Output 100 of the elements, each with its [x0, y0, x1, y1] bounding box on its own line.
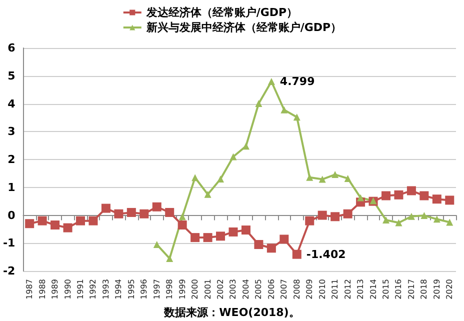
point — [357, 194, 364, 202]
point — [140, 209, 149, 218]
source-note: 数据来源：WEO(2018)。 — [163, 306, 300, 319]
y-tick-label: 6 — [8, 42, 16, 54]
point — [63, 223, 72, 232]
x-tick-label: 2008 — [292, 279, 302, 300]
point — [394, 190, 404, 200]
x-tick-label: 1993 — [101, 279, 110, 300]
x-tick-label: 1996 — [140, 279, 149, 300]
point — [178, 220, 187, 230]
x-tick-label: 2000 — [190, 279, 200, 300]
point — [254, 240, 264, 250]
point — [114, 209, 124, 218]
x-tick-label: 2007 — [280, 279, 289, 300]
point — [178, 213, 186, 220]
y-tick-label: 4 — [8, 97, 16, 110]
x-tick-label: 1992 — [88, 279, 98, 300]
point — [166, 254, 174, 262]
x-tick-label: 1999 — [178, 279, 187, 300]
point — [266, 244, 276, 253]
x-tick-label: 1994 — [114, 279, 124, 300]
x-tick-label: 1995 — [126, 279, 136, 300]
x-tick-label: 2009 — [305, 279, 314, 300]
point — [433, 216, 440, 223]
point — [228, 227, 238, 236]
point — [203, 233, 212, 242]
point — [190, 233, 200, 242]
point — [38, 216, 47, 226]
data-label: 4.799 — [280, 74, 315, 88]
point — [420, 191, 429, 200]
legend-label: 发达经济体（经常账户/GDP） — [145, 6, 298, 19]
point — [165, 208, 174, 217]
point — [192, 174, 199, 182]
point — [255, 100, 262, 107]
point — [330, 212, 340, 222]
y-tick-label: 1 — [8, 180, 16, 194]
point — [126, 208, 136, 217]
x-tick-label: 2003 — [228, 279, 238, 300]
x-tick-label: 2013 — [356, 279, 366, 300]
point — [344, 174, 352, 182]
y-tick-label: 2 — [8, 153, 16, 166]
x-tick-label: 1998 — [165, 279, 174, 300]
x-tick-label: 2005 — [254, 279, 264, 300]
point — [280, 106, 288, 114]
point — [204, 190, 212, 198]
point — [152, 202, 162, 212]
x-tick-label: 2015 — [381, 279, 390, 300]
x-tick-label: 2014 — [368, 279, 378, 300]
y-tick-label: 3 — [8, 125, 16, 138]
point — [395, 219, 402, 226]
point — [432, 194, 442, 204]
x-tick-label: 2017 — [406, 279, 416, 300]
point — [408, 212, 415, 220]
point — [50, 220, 60, 230]
point — [216, 232, 226, 241]
point — [446, 218, 454, 226]
y-tick-label: 0 — [8, 208, 16, 222]
x-tick-label: 2018 — [420, 279, 429, 300]
point — [268, 78, 275, 85]
point — [241, 226, 250, 235]
point — [88, 216, 98, 226]
x-tick-label: 2016 — [394, 279, 404, 300]
point — [318, 210, 327, 220]
x-tick-label: 2004 — [241, 279, 250, 300]
point — [305, 216, 314, 226]
point — [242, 142, 250, 150]
x-tick-label: 2020 — [445, 279, 454, 300]
point — [292, 250, 302, 259]
y-tick-label: -1 — [2, 236, 16, 250]
x-tick-label: 2010 — [318, 279, 327, 300]
point — [406, 186, 416, 196]
x-tick-label: 1991 — [76, 279, 85, 300]
legend-label: 新兴与发展中经济体（经常账户/GDP） — [145, 21, 342, 34]
point — [153, 241, 160, 248]
x-tick-label: 1987 — [25, 279, 34, 300]
point — [306, 174, 314, 181]
x-tick-label: 2002 — [216, 279, 226, 300]
x-tick-label: 1997 — [152, 279, 162, 300]
point — [230, 153, 237, 160]
y-tick-label: -2 — [2, 264, 16, 278]
point — [76, 216, 85, 226]
point — [420, 212, 428, 220]
point — [101, 204, 110, 213]
x-tick-label: 2006 — [266, 279, 276, 300]
point — [25, 219, 34, 228]
point — [445, 196, 454, 205]
x-tick-label: 2011 — [330, 279, 340, 300]
x-tick-label: 1989 — [50, 279, 60, 300]
point — [343, 209, 352, 218]
point — [318, 176, 326, 183]
x-tick-label: 1988 — [38, 279, 47, 300]
point — [332, 171, 339, 178]
point — [382, 216, 390, 224]
x-tick-label: 1990 — [63, 279, 72, 300]
point — [381, 191, 390, 200]
x-tick-label: 2019 — [432, 279, 442, 300]
point — [293, 114, 300, 121]
x-tick-label: 2012 — [343, 279, 352, 300]
x-tick-label: 2001 — [203, 279, 212, 300]
point — [280, 234, 289, 244]
